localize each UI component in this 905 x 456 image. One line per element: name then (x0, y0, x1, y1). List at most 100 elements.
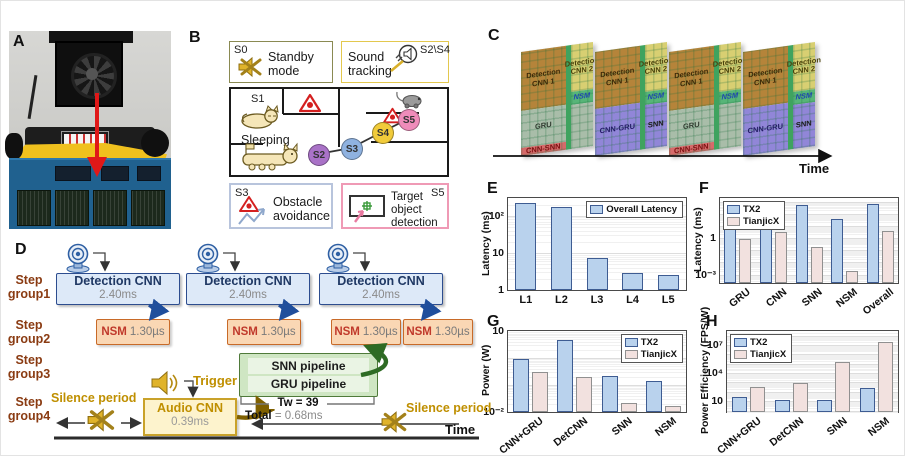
gridline (727, 348, 898, 350)
gridline (508, 387, 686, 389)
gridline (508, 333, 686, 335)
legend-swatch (624, 338, 638, 347)
bar-L1-Overall Latency (515, 203, 537, 290)
gridline (720, 206, 898, 208)
legend-swatch (727, 205, 740, 214)
gridline (727, 375, 898, 377)
gridline (727, 363, 898, 365)
gridline (508, 341, 686, 343)
bar-Overall-TianjicX (881, 230, 894, 283)
chip-mapping-tile-4: Detection CNN 1 CNN-GRU Detection CNN 2 NS… (743, 41, 821, 157)
gridline (720, 264, 898, 266)
gridline (727, 391, 898, 393)
gridline (727, 407, 898, 409)
wheel (5, 133, 23, 159)
legend-item-TX2: TX2 (734, 337, 786, 348)
gridline (720, 227, 898, 229)
x-tick-label: GRU (727, 286, 754, 310)
state-id: S0 (234, 44, 248, 56)
gridline (727, 404, 898, 406)
gridline (508, 360, 686, 362)
gridline (508, 235, 686, 237)
plot-area: 10⁷ 10⁴ 10 CNN+GRU DetCNN SNN NSM TX2 TianjicX (706, 330, 899, 455)
chip-mapping-tile-3: Detection CNN 1 GRU CNN-SNN Detection CNN … (669, 41, 747, 157)
gridline (508, 359, 686, 361)
audio-cnn-box: Audio CNN 0.39ms (143, 398, 237, 436)
bar-SNN-TX2 (817, 399, 833, 412)
gridline (720, 227, 898, 229)
gridline (727, 393, 898, 395)
silence-period-label-right: Silence period (406, 401, 492, 415)
pipeline-box: SNN pipeline GRU pipeline (239, 353, 378, 397)
gridline (727, 394, 898, 396)
gridline (727, 337, 898, 339)
state-id: S3 (235, 187, 249, 199)
gridline (508, 389, 686, 391)
gridline (727, 368, 898, 370)
bar-Overall-TX2 (866, 203, 879, 283)
gridline (727, 357, 898, 359)
bar-L4-Overall Latency (622, 272, 644, 290)
x-tick-label: CNN (763, 286, 789, 310)
chart-power-efficiency: H Power Efficiency (FPS/W) 10⁷ 10⁴ 10 CNN+G… (699, 307, 899, 455)
region-detection-cnn2: Detection CNN 2 (639, 41, 673, 92)
gridline (727, 374, 898, 376)
gridline (727, 351, 898, 353)
gridline (720, 250, 898, 252)
gridline (720, 239, 898, 241)
gridline (720, 213, 898, 215)
region-detection-cnn1: Detection CNN 1 (595, 45, 640, 110)
bar-SNN-TianjicX (810, 246, 823, 283)
region-detection-cnn1: Detection CNN 1 (521, 45, 566, 112)
gridline (720, 218, 898, 220)
y-tick-label: 10 (492, 246, 504, 259)
gridline (508, 395, 686, 397)
x-tick-label: CNN+GRU (715, 415, 764, 456)
y-axis-label: Power (W) (480, 344, 492, 396)
gridline (727, 410, 898, 412)
region-snn: SNN (644, 102, 667, 150)
gridline (720, 241, 898, 243)
gridline (720, 217, 898, 219)
gridline (508, 368, 686, 370)
step-group4-label: Step group4 (7, 395, 51, 423)
x-tick-label: DetCNN (767, 415, 807, 449)
x-tick-label: Overall (860, 286, 896, 318)
legend-swatch (727, 217, 740, 226)
bar-CNN+GRU-TianjicX (749, 387, 765, 412)
gridline (720, 204, 898, 206)
bar-NSM-TianjicX (878, 341, 894, 412)
legend-swatch (624, 350, 638, 359)
wheel (141, 129, 169, 157)
detection-cnn-box-2: Detection CNN 2.40ms (186, 273, 310, 305)
time-axis-label-c: Time (799, 161, 830, 176)
bar-GRU-TX2 (724, 223, 737, 283)
y-tick-label: 10⁻² (483, 406, 504, 418)
circuit-board (9, 158, 171, 229)
gridline (720, 215, 898, 216)
obstacle-avoidance-icon (237, 195, 271, 232)
gridline (720, 225, 898, 227)
bar-CNN+GRU-TX2 (731, 396, 747, 412)
legend-item-TX2: TX2 (727, 204, 779, 215)
gridline (720, 270, 898, 272)
chip-mapping-tile-1: Detection CNN 1 GRU CNN-SNN Detection CNN … (521, 41, 599, 157)
standby-mode-box: S0 Standby mode (229, 41, 333, 83)
gru-pipeline-label: GRU pipeline (248, 376, 369, 392)
gridline (727, 365, 898, 367)
x-tick-label: L5 (661, 294, 675, 306)
gridline (720, 242, 898, 244)
panel-label-g: G (487, 313, 500, 330)
region-detection-cnn2: Detection CNN 2 (565, 41, 599, 92)
gridline (727, 403, 898, 405)
gridline (727, 393, 898, 395)
gridline (720, 256, 898, 258)
gridline (508, 345, 686, 347)
chip-mapping-tile-2: Detection CNN 1 CNN-GRU Detection CNN 2 NS… (595, 41, 673, 157)
y-tick-label: 1 (498, 284, 504, 296)
gridline (720, 280, 898, 282)
sound-tracking-label: Sound tracking (348, 50, 392, 78)
gridline (720, 230, 898, 232)
gridline (720, 203, 898, 205)
